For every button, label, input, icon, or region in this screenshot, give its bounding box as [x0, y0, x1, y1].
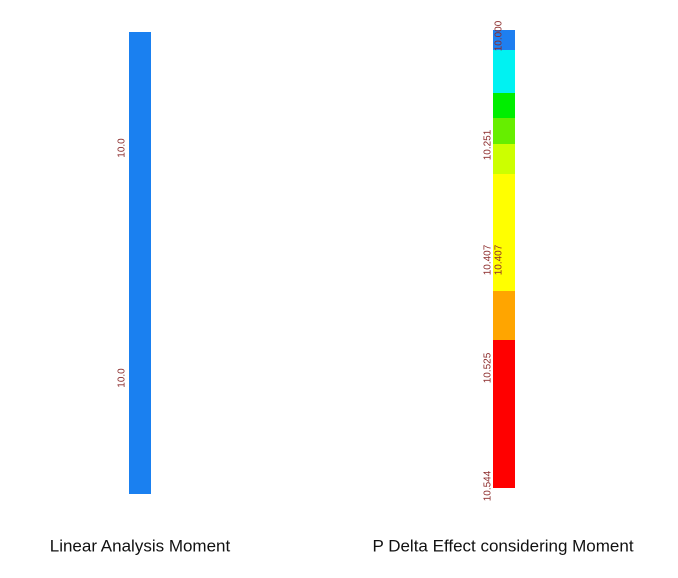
- contour-segment: [493, 30, 515, 50]
- moment-label: 10.000: [494, 20, 505, 51]
- moment-label: 10.544: [483, 470, 494, 501]
- moment-column: [129, 32, 151, 494]
- moment-label: 10.407: [483, 244, 494, 275]
- caption: P Delta Effect considering Moment: [372, 536, 633, 555]
- contour-segment: [493, 50, 515, 93]
- caption: Linear Analysis Moment: [50, 536, 231, 555]
- contour-segment: [493, 340, 515, 488]
- moment-label: 10.251: [483, 129, 494, 160]
- contour-segment: [493, 291, 515, 340]
- moment-label: 10.0: [117, 138, 128, 158]
- moment-label: 10.0: [117, 368, 128, 388]
- moment-label: 10.407: [494, 244, 505, 275]
- contour-segment: [493, 174, 515, 291]
- contour-segment: [493, 93, 515, 118]
- contour-segment: [493, 144, 515, 174]
- right-panel: 10.000 10.251 10.407 10.407 10.525 10.54…: [372, 20, 633, 555]
- contour-segment: [493, 118, 515, 144]
- moment-label: 10.525: [483, 352, 494, 383]
- left-panel: 10.0 10.0 Linear Analysis Moment: [50, 32, 231, 555]
